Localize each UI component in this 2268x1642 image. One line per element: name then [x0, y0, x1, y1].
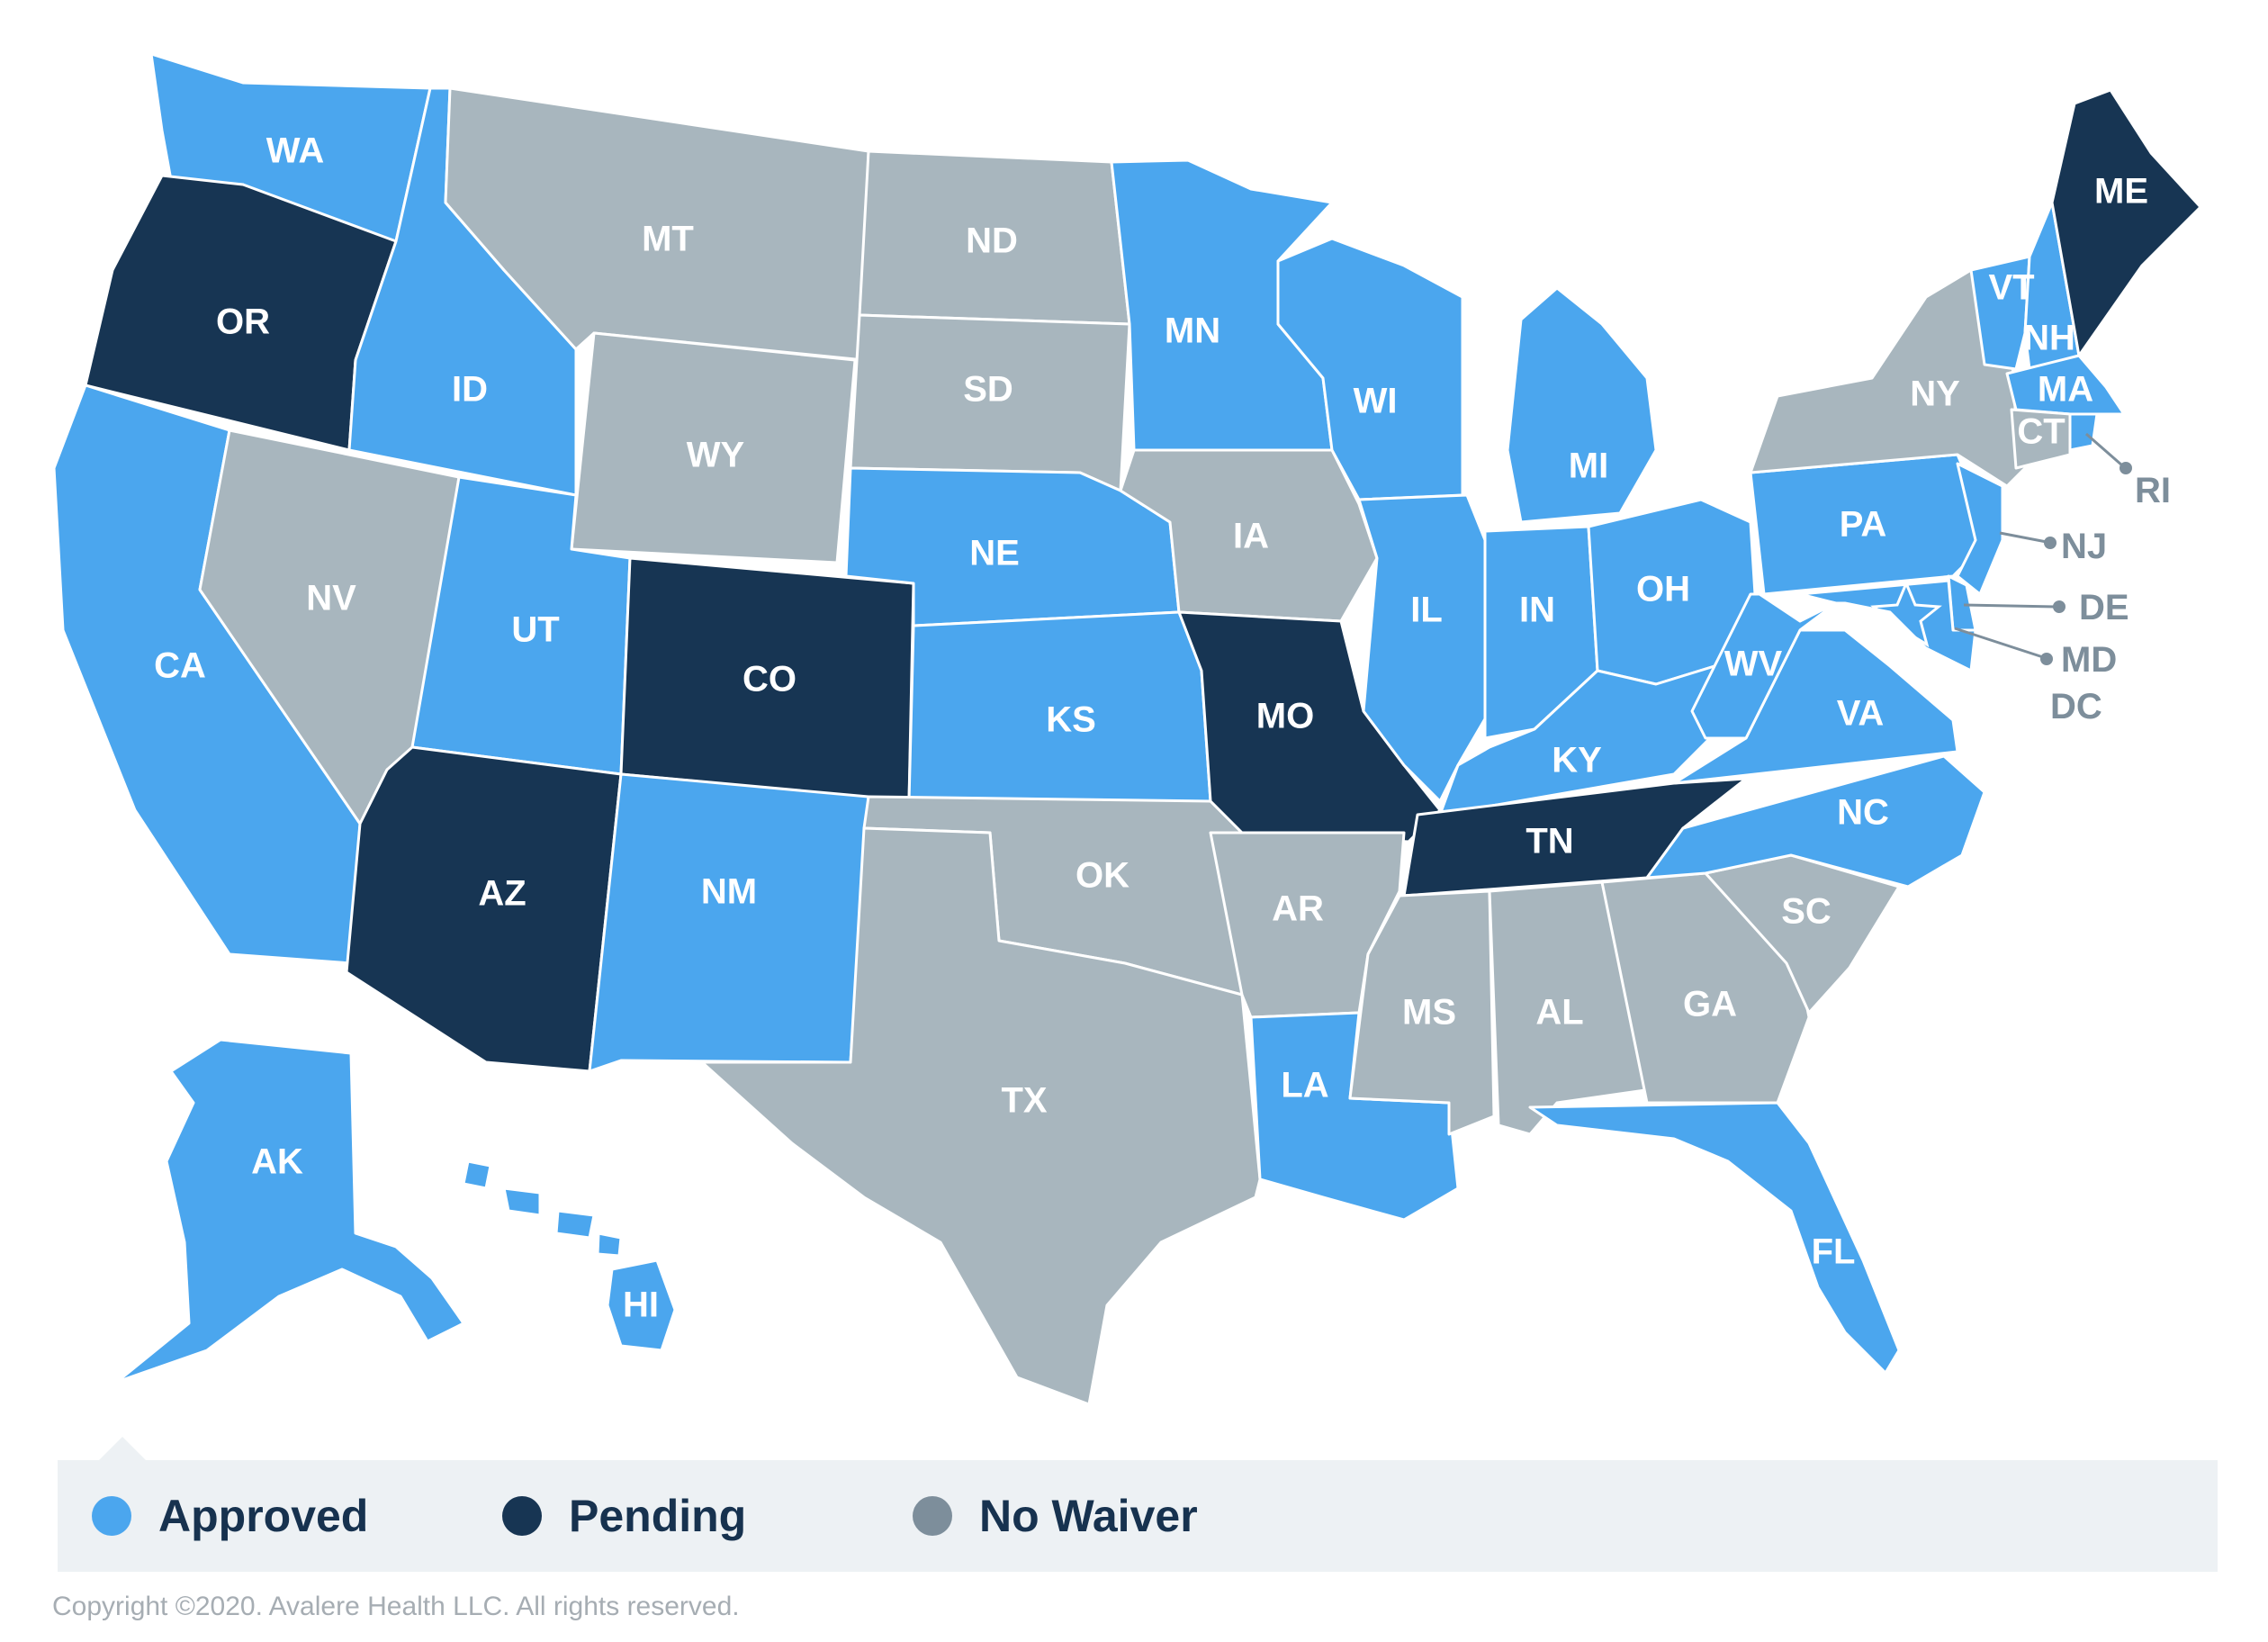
- state-label-tn: TN: [1526, 822, 1573, 862]
- state-label-dc: DC: [2050, 687, 2102, 726]
- state-nm[interactable]: [588, 772, 870, 1073]
- state-label-mi: MI: [1569, 447, 1608, 486]
- state-label-ct: CT: [2017, 412, 2065, 452]
- state-label-pa: PA: [1840, 505, 1887, 545]
- legend-item-pending[interactable]: Pending: [502, 1460, 746, 1572]
- state-label-ky: KY: [1552, 741, 1602, 780]
- state-label-sd: SD: [963, 370, 1013, 410]
- state-label-id: ID: [452, 370, 488, 410]
- state-tx[interactable]: [700, 826, 1262, 1406]
- state-label-ma: MA: [2038, 370, 2093, 410]
- state-label-de: DE: [2079, 588, 2129, 627]
- state-label-ak: AK: [251, 1142, 303, 1182]
- state-mi[interactable]: [1506, 286, 1658, 524]
- state-nc[interactable]: [1645, 754, 1986, 889]
- legend-dot-no-waiver: [913, 1496, 952, 1536]
- state-ak[interactable]: [115, 1038, 465, 1384]
- state-label-az: AZ: [478, 874, 526, 914]
- legend-label-no-waiver: No Waiver: [979, 1491, 1198, 1541]
- state-me[interactable]: [2050, 88, 2202, 357]
- state-label-co: CO: [742, 660, 796, 699]
- state-label-wi: WI: [1354, 382, 1398, 421]
- state-label-ia: IA: [1233, 517, 1269, 556]
- state-label-wy: WY: [687, 436, 745, 475]
- state-label-ne: NE: [969, 534, 1020, 573]
- state-fl[interactable]: [1528, 1101, 1901, 1375]
- state-label-ok: OK: [1076, 856, 1130, 896]
- legend: Approved Pending No Waiver: [58, 1460, 2218, 1572]
- state-il[interactable]: [1357, 493, 1491, 803]
- state-label-ms: MS: [1402, 993, 1456, 1033]
- legend-dot-pending: [502, 1496, 542, 1536]
- external-labels: RI NJ DE MD DC: [1954, 432, 2171, 726]
- state-label-mt: MT: [642, 220, 694, 259]
- state-ct[interactable]: [2010, 408, 2072, 470]
- state-label-tx: TX: [1001, 1081, 1047, 1121]
- state-wy[interactable]: [570, 331, 857, 564]
- legend-item-no-waiver[interactable]: No Waiver: [913, 1460, 1198, 1572]
- state-label-nh: NH: [2023, 319, 2075, 358]
- state-label-in: IN: [1519, 591, 1555, 630]
- state-label-nm: NM: [701, 872, 757, 912]
- copyright-notice: Copyright ©2020. Avalere Health LLC. All…: [52, 1592, 740, 1621]
- state-label-vt: VT: [1988, 268, 2034, 308]
- state-label-ga: GA: [1683, 985, 1737, 1024]
- state-vt[interactable]: [1969, 255, 2031, 371]
- state-label-sc: SC: [1781, 892, 1832, 932]
- state-label-mn: MN: [1165, 311, 1220, 351]
- state-label-ca: CA: [154, 646, 206, 686]
- state-wv[interactable]: [1690, 592, 1838, 740]
- state-label-va: VA: [1837, 694, 1885, 734]
- state-label-nc: NC: [1837, 793, 1889, 833]
- state-label-al: AL: [1535, 993, 1583, 1033]
- legend-label-pending: Pending: [569, 1491, 747, 1541]
- state-md[interactable]: [1798, 579, 1977, 672]
- state-label-wv: WV: [1724, 645, 1783, 684]
- state-ky[interactable]: [1438, 664, 1730, 816]
- state-label-nj: NJ: [2061, 527, 2107, 566]
- legend-label-approved: Approved: [158, 1491, 369, 1541]
- state-label-hi: HI: [623, 1286, 659, 1325]
- state-label-ri: RI: [2135, 471, 2171, 510]
- legend-pointer: [99, 1437, 146, 1460]
- state-label-ut: UT: [511, 610, 559, 650]
- state-label-wa: WA: [266, 131, 324, 171]
- state-label-mo: MO: [1256, 697, 1314, 736]
- state-label-ar: AR: [1272, 889, 1324, 929]
- state-label-nv: NV: [306, 579, 356, 618]
- state-label-me: ME: [2094, 172, 2148, 212]
- state-label-fl: FL: [1812, 1232, 1856, 1272]
- legend-item-approved[interactable]: Approved: [92, 1460, 368, 1572]
- state-label-ny: NY: [1910, 374, 1960, 414]
- state-nj[interactable]: [1956, 462, 2004, 596]
- state-label-il: IL: [1410, 591, 1443, 630]
- dc-star-icon: [1870, 580, 1942, 648]
- state-label-nd: ND: [966, 221, 1018, 261]
- state-hi[interactable]: [462, 1159, 677, 1352]
- state-ri[interactable]: [2068, 412, 2099, 452]
- legend-dot-approved: [92, 1496, 131, 1536]
- state-label-la: LA: [1281, 1066, 1328, 1105]
- state-label-or: OR: [216, 302, 270, 342]
- state-label-oh: OH: [1636, 570, 1690, 609]
- state-label-ks: KS: [1046, 700, 1096, 740]
- state-label-md: MD: [2061, 640, 2117, 680]
